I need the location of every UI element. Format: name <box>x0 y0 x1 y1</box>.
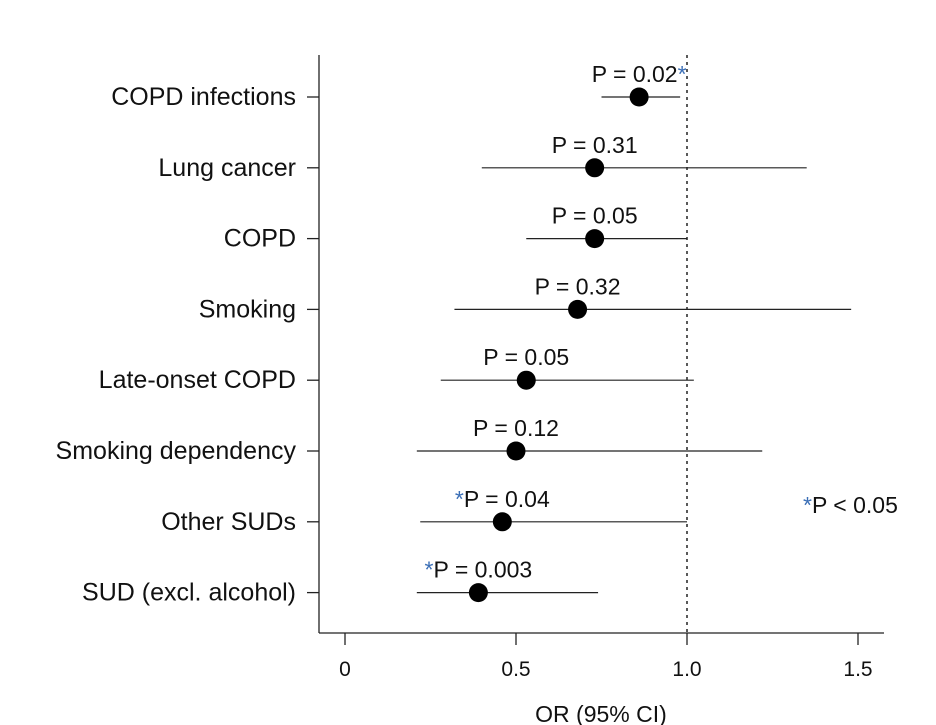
or-point <box>629 87 649 107</box>
forest-row: Other SUDs *P = 0.04 <box>161 486 687 536</box>
forest-row: SUD (excl. alcohol) *P = 0.003 <box>82 557 599 607</box>
or-point <box>492 512 512 532</box>
p-value-label: P = 0.05 <box>483 344 569 370</box>
p-value-label: P = 0.12 <box>473 415 559 441</box>
forest-row: Lung cancer P = 0.31 <box>158 132 807 182</box>
p-value-text: P = 0.05 <box>552 203 638 229</box>
p-value-text: P = 0.04 <box>464 486 550 512</box>
forest-row: Smoking dependency P = 0.12 <box>56 415 763 465</box>
legend-text: P < 0.05 <box>812 492 898 518</box>
significance-star: * <box>678 61 687 87</box>
or-point <box>585 229 605 249</box>
p-value-label: P = 0.31 <box>552 132 638 158</box>
or-point <box>516 370 536 390</box>
category-label: Smoking <box>199 295 296 323</box>
p-value-text: P = 0.12 <box>473 415 559 441</box>
x-tick-label: 1.5 <box>843 658 872 681</box>
p-value-label: P = 0.32 <box>535 273 621 299</box>
category-label: COPD <box>224 225 296 253</box>
p-value-label: *P = 0.04 <box>455 486 550 512</box>
p-value-text: P = 0.003 <box>434 557 533 583</box>
forest-row: COPD infections P = 0.02* <box>111 61 686 111</box>
significance-star: * <box>425 557 434 583</box>
category-label: Other SUDs <box>161 508 296 536</box>
p-value-text: P = 0.02 <box>592 61 678 87</box>
p-value-text: P = 0.05 <box>483 344 569 370</box>
x-tick-label: 0.5 <box>501 658 530 681</box>
legend-star: * <box>803 492 812 518</box>
p-value-text: P = 0.31 <box>552 132 638 158</box>
or-point <box>506 441 526 461</box>
or-point <box>585 158 605 178</box>
p-value-label: P = 0.05 <box>552 203 638 229</box>
significance-star: * <box>455 486 464 512</box>
category-label: SUD (excl. alcohol) <box>82 579 296 607</box>
category-label: Smoking dependency <box>56 437 297 465</box>
p-value-label: P = 0.02* <box>592 61 687 87</box>
or-point <box>568 299 588 319</box>
or-point <box>468 583 488 603</box>
x-tick-label: 1.0 <box>672 658 701 681</box>
x-axis-title: OR (95% CI) <box>535 701 667 725</box>
forest-row: Late-onset COPD P = 0.05 <box>99 344 694 394</box>
category-label: Late-onset COPD <box>99 366 296 394</box>
category-label: Lung cancer <box>158 154 296 182</box>
significance-legend: *P < 0.05 <box>803 492 898 518</box>
forest-row: Smoking P = 0.32 <box>199 273 852 323</box>
x-tick-label: 0 <box>339 658 351 681</box>
p-value-label: *P = 0.003 <box>425 557 533 583</box>
forest-row: COPD P = 0.05 <box>224 203 687 253</box>
category-label: COPD infections <box>111 83 296 111</box>
p-value-text: P = 0.32 <box>535 273 621 299</box>
